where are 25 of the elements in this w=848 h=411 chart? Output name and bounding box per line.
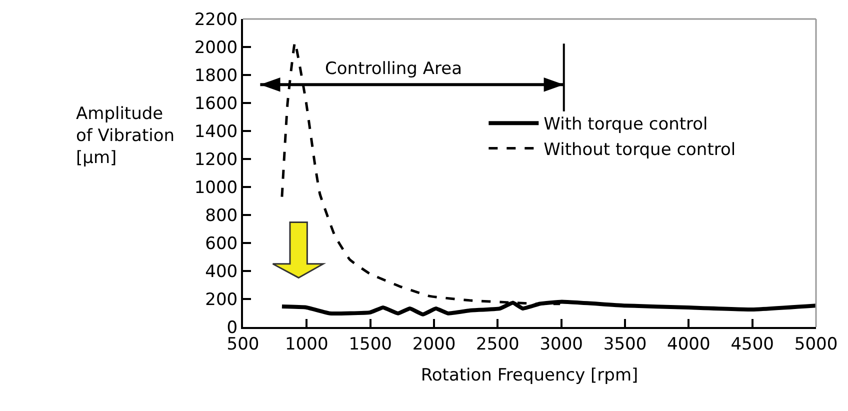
y-tick-label: 1000 (194, 178, 238, 198)
y-tick-label: 1600 (194, 94, 238, 114)
y-tick-label: 200 (205, 290, 238, 310)
x-tick-label: 4000 (667, 334, 710, 354)
y-tick-label: 600 (205, 234, 238, 254)
y-tick-label: 2000 (194, 38, 238, 58)
y-tick-label: 1400 (194, 122, 238, 142)
y-tick-label: 400 (205, 262, 238, 282)
y-tick-label: 1800 (194, 66, 238, 86)
annotation: Controlling Area (325, 59, 462, 79)
x-tick-label: 3500 (603, 334, 647, 354)
y-tick-label: 2200 (194, 10, 238, 30)
x-tick-label: 1500 (348, 334, 392, 354)
x-axis-title: Rotation Frequency [rpm] (420, 365, 638, 386)
x-tick-label: 2000 (412, 334, 456, 354)
x-tick-label: 2500 (476, 334, 520, 354)
legend-label: With torque control (544, 114, 708, 135)
y-tick-label: 1200 (194, 150, 238, 170)
x-tick-label: 3000 (540, 334, 583, 354)
y-tick-label: 800 (205, 206, 238, 226)
y-axis-title: Amplitude of Vibration [μm] (76, 104, 175, 168)
x-tick-label: 4500 (730, 334, 774, 354)
legend-label: Without torque control (544, 140, 736, 160)
x-tick-label: 5000 (794, 334, 838, 354)
x-tick-label: 1000 (285, 334, 328, 354)
